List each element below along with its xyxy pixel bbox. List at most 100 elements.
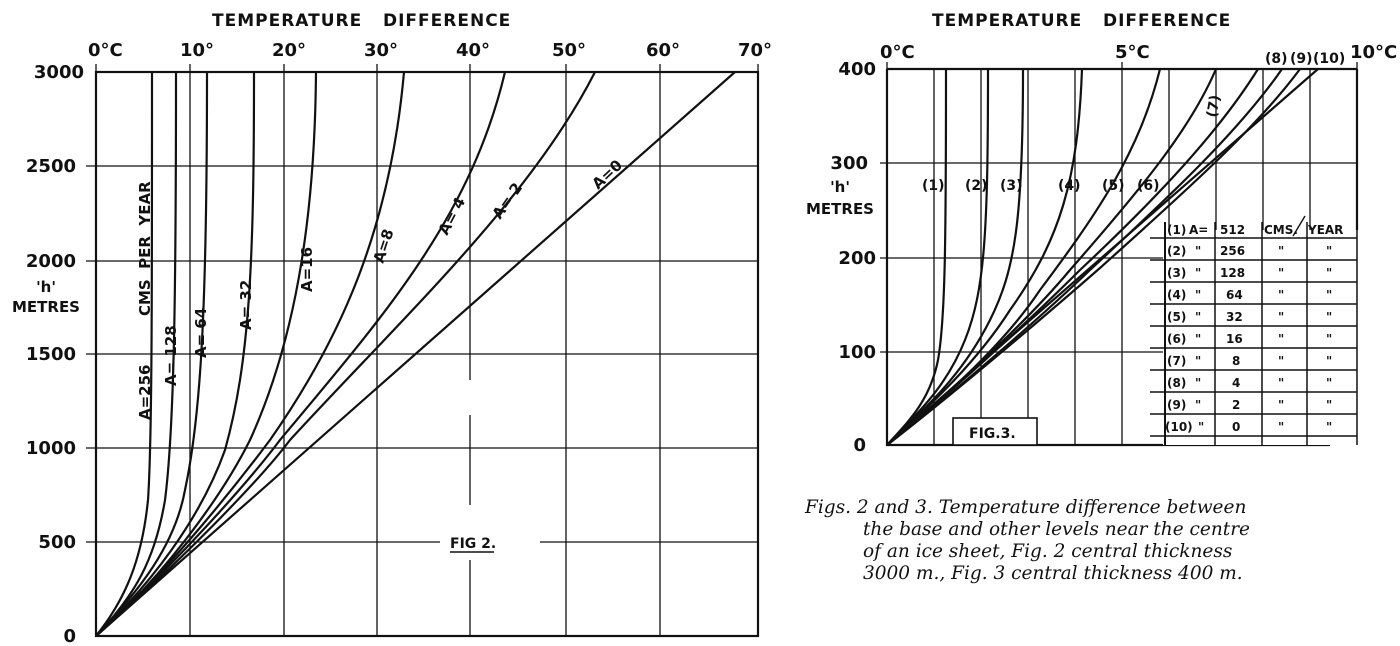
fig2-curve-a16 xyxy=(95,71,318,637)
fig2-x-tick: 30° xyxy=(364,40,398,61)
fig2-label-a2: A= 2 xyxy=(489,179,527,222)
fig3-y-tick: 300 xyxy=(830,153,868,174)
fig3: TEMPERATURE DIFFERENCE 0°C 5°C 10°C 400 … xyxy=(806,11,1397,456)
fig3-label-4: (4) xyxy=(1058,178,1081,194)
legend-row-2: (2) " 256 " " xyxy=(1167,244,1332,258)
figure-caption: Figs. 2 and 3. Temperature difference be… xyxy=(805,497,1365,585)
svg-text:": " xyxy=(1326,376,1332,390)
svg-text:": " xyxy=(1278,420,1284,434)
fig3-curve-labels: (1) (2) (3) (4) (5) (6) (7) (8) (9) (10) xyxy=(922,51,1345,194)
svg-text:": " xyxy=(1326,288,1332,302)
legend-row-9: (9) " 2 " " xyxy=(1167,398,1332,412)
fig2-label-a256: A=256 xyxy=(136,365,154,421)
svg-text:": " xyxy=(1195,266,1201,280)
legend-row-4: (4) " 64 " " xyxy=(1167,288,1332,302)
svg-text:(10): (10) xyxy=(1165,420,1193,434)
fig2-y-tick: 0 xyxy=(63,626,76,646)
svg-text:512: 512 xyxy=(1220,223,1245,237)
svg-text:256: 256 xyxy=(1220,244,1245,258)
svg-text:(7): (7) xyxy=(1167,354,1186,368)
fig3-figure-label: FIG.3. xyxy=(969,426,1016,442)
svg-text:(8): (8) xyxy=(1167,376,1186,390)
fig3-label-6: (6) xyxy=(1137,178,1160,194)
fig2-label-a0: A=0 xyxy=(588,156,626,193)
fig2-plot-frame xyxy=(94,70,760,638)
fig2-y-tick: 1500 xyxy=(26,344,76,365)
legend-row-1: (1) A= 512 CMS. YEAR xyxy=(1167,223,1343,237)
fig3-curve-1 xyxy=(886,68,948,446)
fig3-label-9: (9) xyxy=(1290,51,1313,67)
svg-text:": " xyxy=(1278,376,1284,390)
caption-line: the base and other levels near the centr… xyxy=(863,519,1251,540)
svg-text:": " xyxy=(1195,310,1201,324)
fig3-label-3: (3) xyxy=(1000,178,1023,194)
fig3-label-1: (1) xyxy=(922,178,945,194)
fig2-x-axis-title: TEMPERATURE DIFFERENCE xyxy=(212,11,511,31)
fig2-x-ticks: 0°C 10° 20° 30° 40° 50° 60° 70° xyxy=(88,40,772,61)
fig2-series-note: CMS PER YEAR xyxy=(136,181,154,316)
fig3-y-tick: 0 xyxy=(853,435,866,456)
fig2-y-tick: 3000 xyxy=(34,62,84,83)
svg-text:(2): (2) xyxy=(1167,244,1186,258)
fig3-y-tick: 200 xyxy=(838,248,876,269)
fig2-x-tick: 40° xyxy=(456,40,490,61)
svg-text:": " xyxy=(1278,310,1284,324)
svg-text:CMS.: CMS. xyxy=(1264,223,1298,237)
fig2-curve-a0 xyxy=(95,71,736,637)
fig2-curves xyxy=(95,71,736,637)
svg-text:(9): (9) xyxy=(1167,398,1186,412)
fig3-curves xyxy=(886,68,1319,446)
fig2-curve-a4 xyxy=(95,71,507,637)
fig2-y-label-unit: METRES xyxy=(12,298,80,316)
legend-row-10: (10) " 0 " " xyxy=(1165,420,1332,434)
fig2-x-tick: 10° xyxy=(180,40,214,61)
fig2-label-a16: A=16 xyxy=(298,247,316,292)
fig2-x-tick: 70° xyxy=(738,40,772,61)
fig3-x-tick: 10°C xyxy=(1350,42,1397,63)
svg-text:": " xyxy=(1278,354,1284,368)
svg-text:(6): (6) xyxy=(1167,332,1186,346)
fig2-label-a32: A= 32 xyxy=(237,280,255,330)
fig3-label-8: (8) xyxy=(1265,51,1288,67)
svg-text:": " xyxy=(1195,288,1201,302)
fig2-y-tick: 2000 xyxy=(26,251,76,272)
legend-row-3: (3) " 128 " " xyxy=(1167,266,1332,280)
svg-text:2: 2 xyxy=(1232,398,1240,412)
svg-text:": " xyxy=(1278,244,1284,258)
fig3-label-2: (2) xyxy=(965,178,988,194)
svg-text:": " xyxy=(1195,398,1201,412)
fig3-y-label-unit: METRES xyxy=(806,200,874,218)
fig2-x-tick: 0°C xyxy=(88,40,123,61)
fig2-label-a128: A= 128 xyxy=(162,325,180,386)
fig3-y-label-h: 'h' xyxy=(830,178,850,196)
fig3-x-axis-title: TEMPERATURE DIFFERENCE xyxy=(932,11,1231,31)
svg-text:YEAR: YEAR xyxy=(1307,223,1343,237)
svg-text:64: 64 xyxy=(1226,288,1243,302)
fig2-x-tick: 60° xyxy=(646,40,680,61)
fig2-y-ticks: 3000 2500 2000 1500 1000 500 0 'h' METRE… xyxy=(12,62,84,646)
svg-text:": " xyxy=(1278,288,1284,302)
legend-row-6: (6) " 16 " " xyxy=(1167,332,1332,346)
legend-row-8: (8) " 4 " " xyxy=(1167,376,1332,390)
svg-text:": " xyxy=(1195,244,1201,258)
fig2-curve-a128 xyxy=(95,71,178,637)
svg-text:": " xyxy=(1195,376,1201,390)
fig2-label-a4: A= 4 xyxy=(435,194,470,238)
svg-text:": " xyxy=(1326,354,1332,368)
svg-text:": " xyxy=(1326,310,1332,324)
fig3-label-box xyxy=(952,417,1038,446)
fig3-x-tick: 0°C xyxy=(880,42,915,63)
svg-text:": " xyxy=(1278,266,1284,280)
fig2-y-label-h: 'h' xyxy=(36,278,56,296)
fig3-y-tick: 100 xyxy=(838,342,876,363)
fig2-x-tick: 50° xyxy=(552,40,586,61)
svg-text:(3): (3) xyxy=(1167,266,1186,280)
svg-text:0: 0 xyxy=(1232,420,1240,434)
fig2-y-tick: 500 xyxy=(38,532,76,553)
fig3-y-ticks: 400 300 200 100 0 'h' METRES xyxy=(806,59,876,456)
legend-row-7: (7) " 8 " " xyxy=(1167,354,1332,368)
fig3-label-5: (5) xyxy=(1102,178,1125,194)
fig2-y-tick: 1000 xyxy=(26,438,76,459)
svg-text:": " xyxy=(1278,332,1284,346)
fig2-label-a64: A= 64 xyxy=(192,308,210,358)
